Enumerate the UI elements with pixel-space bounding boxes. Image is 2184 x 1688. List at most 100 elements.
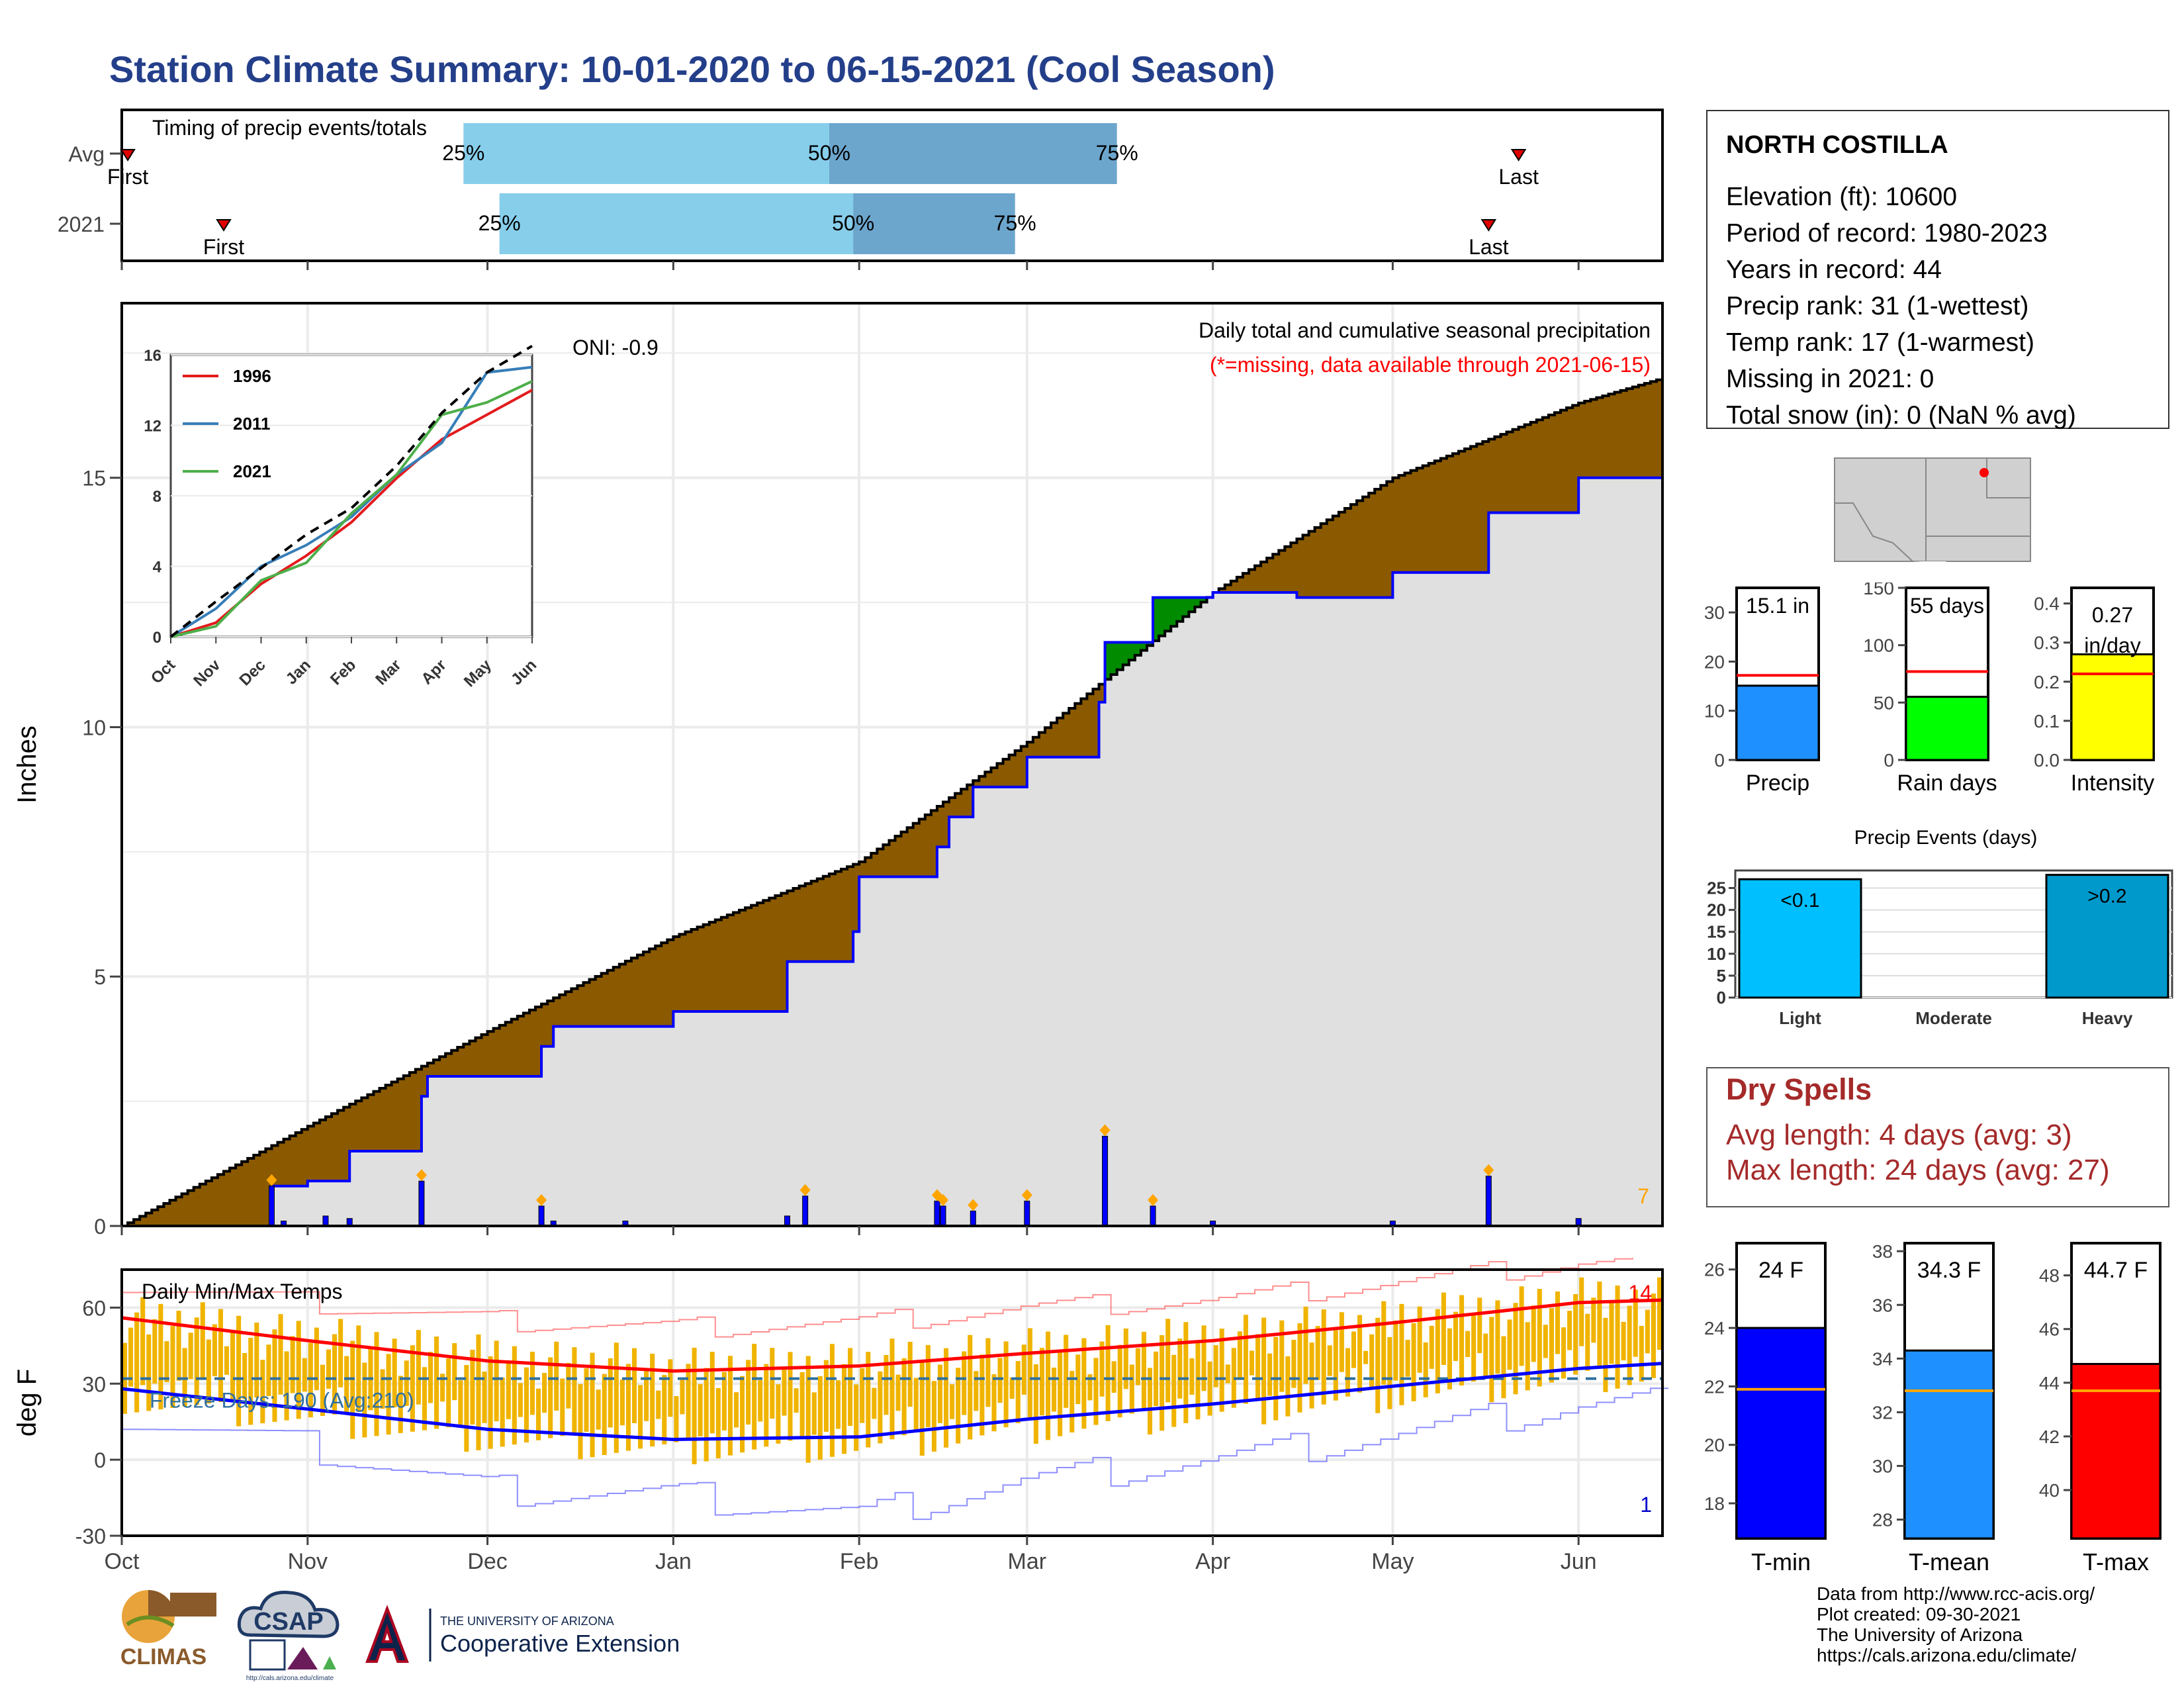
summary-y-tick-label: 0.0	[2034, 750, 2060, 771]
daily-temp-range-bar	[788, 1352, 793, 1441]
daily-temp-range-bar	[895, 1374, 901, 1411]
inset-y-tick-label: 12	[144, 418, 161, 436]
daily-temp-range-bar	[1154, 1351, 1159, 1407]
daily-temp-range-bar	[494, 1340, 499, 1422]
daily-temp-range-bar	[1045, 1331, 1051, 1440]
page-title: Station Climate Summary: 10-01-2020 to 0…	[109, 48, 1275, 90]
daily-temp-range-bar	[721, 1372, 727, 1430]
temp-summary-category-label: T-max	[2083, 1548, 2149, 1575]
record-low-line	[122, 1387, 1669, 1521]
daily-temp-range-bar	[482, 1372, 487, 1423]
university-of-arizona-logo: THE UNIVERSITY OF ARIZONA Cooperative Ex…	[365, 1605, 680, 1663]
station-snow: Total snow (in): 0 (NaN % avg)	[1726, 401, 2076, 430]
daily-temp-range-bar	[1633, 1289, 1638, 1357]
daily-temp-range-bar	[1483, 1333, 1488, 1378]
summary-y-tick-label: 0	[1884, 750, 1894, 771]
daily-temp-range-bar	[206, 1339, 211, 1404]
daily-temp-range-bar	[835, 1380, 841, 1429]
precip-chart: 0 5 10 15 Inches Daily total and cumulative s…	[13, 302, 1664, 1239]
timing-quantile-label: 50%	[808, 141, 850, 165]
inset-y-tick-label: 4	[153, 559, 162, 577]
temp-summary-y-tick-label: 28	[1872, 1510, 1893, 1530]
events-bar-label: >0.2	[2087, 886, 2126, 908]
daily-temp-range-bar	[523, 1367, 529, 1443]
record-high-line	[122, 1258, 1633, 1338]
daily-temp-range-bar	[842, 1364, 847, 1454]
daily-temp-range-bar	[1639, 1325, 1644, 1382]
daily-temp-range-bar	[308, 1342, 313, 1418]
last-event-marker	[1480, 219, 1497, 232]
daily-temp-range-bar	[554, 1341, 559, 1411]
daily-temp-range-bar	[1052, 1367, 1057, 1412]
daily-temp-range-bar	[536, 1388, 541, 1440]
daily-temp-range-bar	[1027, 1328, 1032, 1419]
timing-q1-bar	[463, 123, 829, 184]
summary-y-tick-label: 0.4	[2034, 594, 2060, 614]
daily-temp-range-bar	[740, 1376, 745, 1453]
temp-summary-y-tick-label: 36	[1872, 1295, 1893, 1315]
oni-value: ONI: -0.9	[572, 336, 659, 359]
daily-temp-range-bar	[1015, 1361, 1021, 1424]
daily-temp-range-bar	[1543, 1325, 1548, 1358]
temp-summary-category-label: T-mean	[1909, 1548, 1989, 1575]
daily-temp-range-bar	[1327, 1345, 1332, 1376]
daily-temp-range-bar	[770, 1348, 775, 1419]
daily-temp-range-bar	[764, 1364, 769, 1447]
inset-y-tick-label: 8	[153, 488, 161, 506]
daily-temp-range-bar	[950, 1384, 955, 1419]
daily-temp-range-bar	[158, 1303, 163, 1410]
first-event-label: First	[203, 235, 244, 259]
events-y-tick-label: 0	[1717, 988, 1726, 1008]
daily-temp-range-bar	[1495, 1300, 1500, 1374]
daily-temp-range-bar	[776, 1384, 781, 1444]
daily-temp-range-bar	[931, 1381, 936, 1452]
station-temp-rank: Temp rank: 17 (1-warmest)	[1726, 328, 2034, 357]
daily-precip-bar	[784, 1215, 790, 1227]
daily-temp-range-bar	[146, 1334, 152, 1411]
daily-temp-range-bar	[1267, 1353, 1273, 1396]
daily-temp-range-bar	[500, 1377, 505, 1447]
daily-temp-range-bar	[962, 1351, 967, 1415]
daily-temp-range-bar	[1147, 1368, 1153, 1434]
daily-temp-range-bar	[578, 1383, 583, 1460]
daily-record-marker	[799, 1184, 811, 1196]
daily-temp-range-bar	[704, 1368, 709, 1462]
daily-temp-range-bar	[284, 1351, 289, 1421]
daily-temp-range-bar	[1549, 1308, 1554, 1383]
daily-temp-range-bar	[829, 1344, 835, 1457]
daily-temp-range-bar	[650, 1354, 655, 1447]
daily-temp-range-bar	[380, 1369, 385, 1409]
daily-temp-range-bar	[1075, 1354, 1081, 1405]
daily-temp-range-bar	[631, 1348, 637, 1423]
events-title: Precip Events (days)	[1854, 827, 2038, 849]
daily-temp-range-bar	[452, 1343, 457, 1401]
daily-temp-range-bar	[1339, 1312, 1344, 1372]
events-y-tick-label: 5	[1717, 966, 1726, 986]
daily-precip-bar	[322, 1215, 329, 1227]
daily-temp-range-bar	[1279, 1320, 1285, 1392]
daily-temp-range-bar	[956, 1368, 961, 1444]
daily-temp-range-bar	[733, 1392, 739, 1428]
daily-temp-range-bar	[1465, 1331, 1471, 1358]
inset-series-line	[170, 380, 533, 638]
temp-y-tick-label: 30	[82, 1372, 106, 1396]
svg-text:http://cals.arizona.edu/climat: http://cals.arizona.edu/climate	[246, 1675, 334, 1682]
timing-row-label: Avg	[68, 142, 105, 166]
daily-temp-range-bar	[140, 1297, 146, 1385]
main-chart-heading: Daily total and cumulative seasonal prec…	[1199, 318, 1651, 342]
record-low-count: 1	[1640, 1493, 1652, 1517]
daily-temp-range-bar	[518, 1383, 523, 1417]
daily-temp-range-bar	[625, 1364, 631, 1451]
daily-temp-range-bar	[164, 1341, 169, 1383]
temp-summary-bar	[2070, 1362, 2161, 1540]
daily-temp-range-bar	[1321, 1309, 1326, 1405]
svg-text:Cooperative Extension: Cooperative Extension	[440, 1630, 680, 1657]
station-missing: Missing in 2021: 0	[1726, 365, 1934, 393]
daily-temp-range-bar	[548, 1357, 553, 1438]
dry-spells-title: Dry Spells	[1726, 1072, 1872, 1106]
summary-y-tick-label: 20	[1704, 651, 1725, 672]
daily-temp-range-bar	[1021, 1344, 1026, 1395]
daily-temp-range-bar	[1417, 1306, 1422, 1373]
daily-temp-range-bar	[302, 1358, 307, 1392]
daily-temp-range-bar	[584, 1368, 589, 1432]
